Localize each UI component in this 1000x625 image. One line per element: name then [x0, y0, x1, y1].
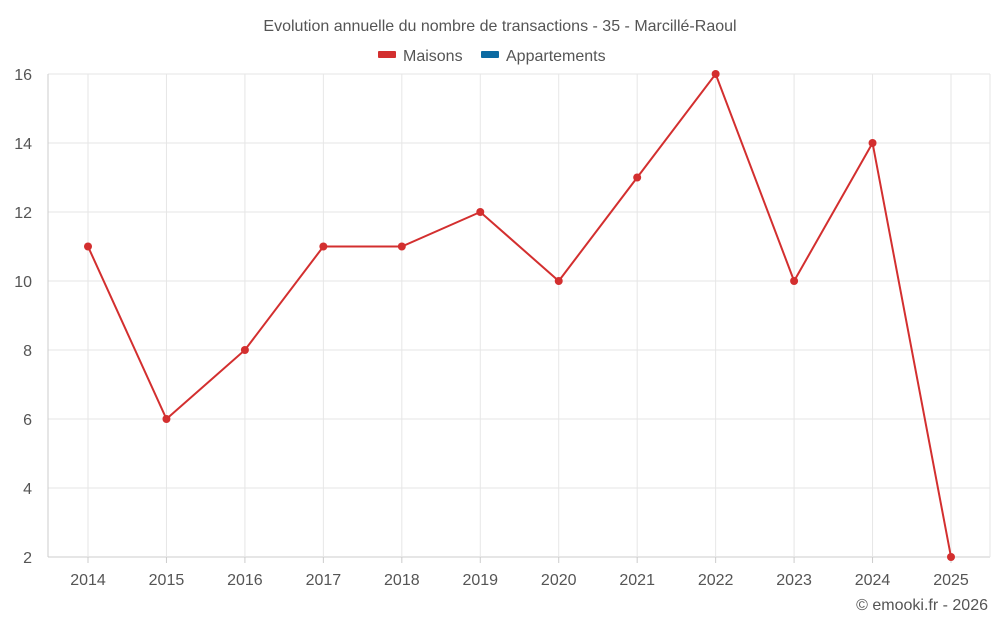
data-point-maisons-2024[interactable]	[868, 139, 877, 147]
y-tick-label: 10	[14, 274, 32, 291]
grid	[47, 73, 991, 558]
x-tick-label: 2023	[776, 572, 812, 589]
x-tick-label: 2019	[462, 572, 498, 589]
data-point-maisons-2017[interactable]	[319, 242, 328, 251]
x-tick-label: 2017	[306, 572, 342, 589]
series	[84, 70, 955, 561]
legend-label-appartements: Appartements	[506, 48, 606, 65]
data-point-maisons-2023[interactable]	[790, 277, 799, 285]
legend-swatch-appartements	[481, 51, 499, 58]
x-tick-label: 2024	[855, 572, 891, 589]
y-tick-label: 4	[23, 481, 32, 498]
legend-item-appartements[interactable]: Appartements	[481, 48, 606, 65]
x-tick-label: 2014	[70, 572, 106, 589]
legend: Maisons Appartements	[378, 48, 606, 65]
legend-swatch-maisons	[378, 51, 396, 58]
y-tick-label: 14	[14, 136, 32, 153]
legend-item-maisons[interactable]: Maisons	[378, 48, 463, 65]
x-tick-label: 2016	[227, 572, 263, 589]
data-point-maisons-2025[interactable]	[947, 553, 955, 561]
credit-text: © emooki.fr - 2026	[856, 597, 988, 614]
data-point-maisons-2015[interactable]	[162, 415, 171, 423]
chart-title: Evolution annuelle du nombre de transact…	[263, 18, 736, 35]
data-point-maisons-2016[interactable]	[240, 346, 249, 354]
y-tick-label: 8	[23, 343, 32, 360]
x-tick-label: 2018	[384, 572, 420, 589]
x-tick-label: 2025	[933, 572, 969, 589]
y-tick-label: 16	[14, 67, 32, 84]
data-point-maisons-2018[interactable]	[397, 242, 406, 251]
series-line-maisons	[87, 71, 952, 558]
y-tick-label: 6	[23, 412, 32, 429]
y-tick-label: 12	[14, 205, 32, 222]
y-axis: 2 4 6 8 10 12 14 16	[14, 67, 32, 567]
data-point-maisons-2022[interactable]	[711, 70, 720, 78]
legend-label-maisons: Maisons	[403, 48, 463, 65]
x-tick-label: 2021	[619, 572, 655, 589]
data-point-maisons-2021[interactable]	[633, 173, 642, 182]
y-tick-label: 2	[23, 550, 32, 567]
x-axis: 2014 2015 2016 2017 2018 2019 2020 2021 2022 2023…	[70, 557, 969, 589]
x-tick-label: 2022	[698, 572, 734, 589]
data-point-maisons-2020[interactable]	[554, 277, 563, 285]
data-point-maisons-2014[interactable]	[84, 242, 92, 251]
x-tick-label: 2020	[541, 572, 577, 589]
data-point-maisons-2019[interactable]	[476, 208, 485, 216]
x-tick-label: 2015	[149, 572, 185, 589]
